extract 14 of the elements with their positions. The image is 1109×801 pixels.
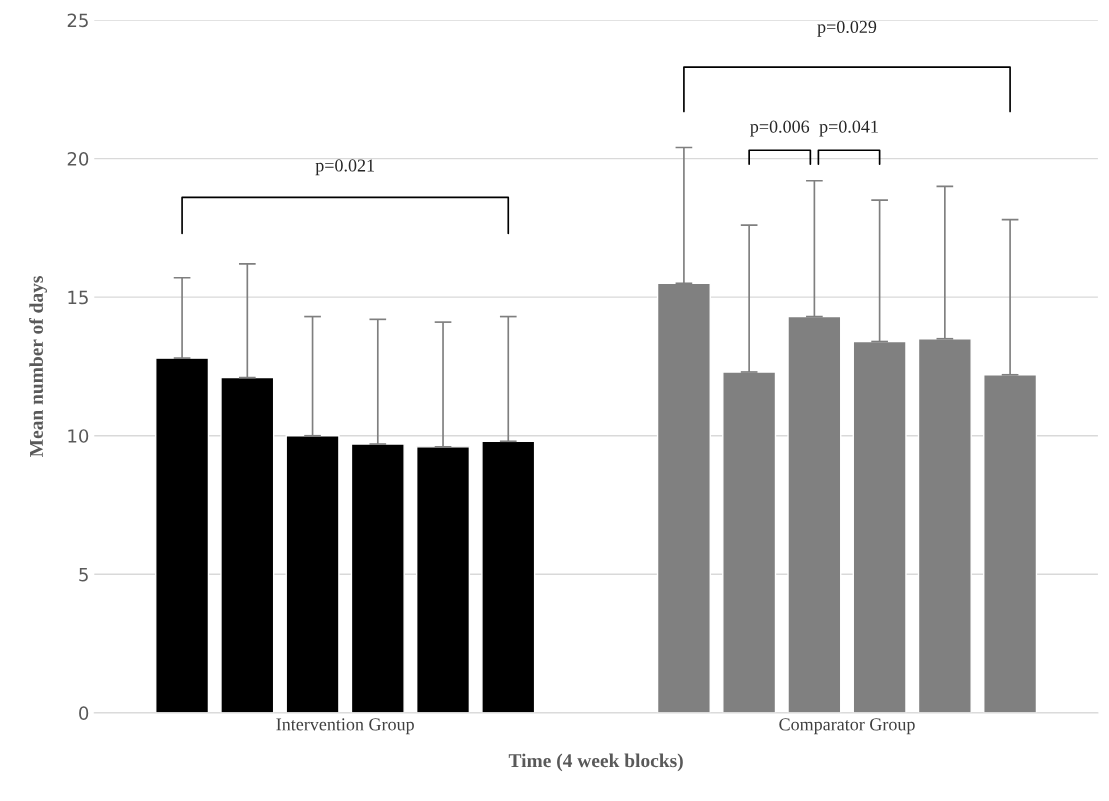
annotation: p=0.006: [750, 120, 810, 137]
x-tick-label: Intervention Group: [276, 718, 414, 735]
y-tick-label: 15: [68, 290, 88, 305]
y-axis-title: Mean number of days: [29, 276, 47, 457]
x-axis-title: Time (4 week blocks): [508, 753, 683, 772]
annotation: p=0.021: [315, 159, 375, 176]
y-tick-label: 20: [67, 152, 89, 166]
x-tick-label: Comparator Group: [779, 718, 915, 735]
y-tick-label: 0: [79, 706, 89, 721]
y-tick-label: 25: [67, 13, 88, 28]
y-tick-label: 5: [79, 568, 88, 582]
annotation: p=0.041: [819, 120, 878, 137]
y-tick-label: 10: [68, 429, 89, 443]
annotation: p=0.029: [817, 20, 877, 37]
